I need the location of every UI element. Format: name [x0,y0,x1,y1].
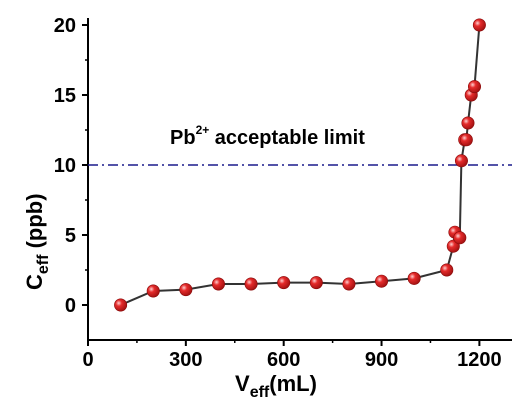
data-point [244,277,258,291]
data-point [342,277,356,291]
y-axis-title-rest: (ppb) [22,193,47,254]
data-point [211,277,225,291]
y-tick-label: 20 [54,15,76,37]
data-point [277,276,291,290]
x-tick-label: 600 [267,349,300,371]
x-tick-label: 300 [169,349,202,371]
axes: 0 5 10 15 20 0 300 600 900 1200 [54,15,512,371]
data-point [454,154,468,168]
data-point [472,18,486,32]
data-point [146,284,160,298]
x-axis-title-rest: (mL) [269,371,317,396]
data-point [440,263,454,277]
x-tick-label: 900 [365,349,398,371]
y-axis-title: Ceff (ppb) [22,193,52,290]
x-tick-label: 1200 [457,349,502,371]
x-axis-title: Veff(mL) [235,371,317,399]
data-point [467,80,481,94]
y-axis-title-sub: eff [35,254,52,274]
data-point [459,133,473,147]
series-group [114,18,486,312]
reference-label-rest: acceptable limit [209,127,365,149]
data-point [114,298,128,312]
y-tick-label: 10 [54,155,76,177]
data-point [179,283,193,297]
reference-label-sup: 2+ [196,123,210,137]
y-tick-label: 5 [65,225,76,247]
y-axis-title-main: C [22,274,47,290]
data-point [407,271,421,285]
reference-label-main: Pb [170,127,196,149]
data-point [309,276,323,290]
y-tick-label: 15 [54,85,76,107]
data-point [461,116,475,130]
reference-line-label: Pb2+ acceptable limit [170,123,365,149]
x-axis-title-sub: eff [250,384,270,399]
data-point [453,231,467,245]
data-point [375,274,389,288]
x-tick-label: 0 [82,349,93,371]
x-axis-title-main: V [235,371,250,396]
y-tick-label: 0 [65,295,76,317]
